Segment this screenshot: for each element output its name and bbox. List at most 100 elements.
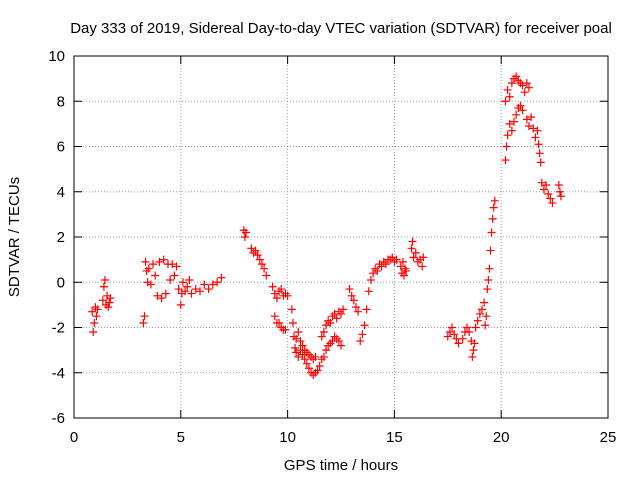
data-point: [512, 110, 521, 119]
data-point: [362, 305, 371, 314]
data-point: [465, 328, 474, 337]
y-tick-label: 10: [48, 48, 65, 65]
data-point: [458, 334, 467, 343]
data-point: [337, 341, 345, 350]
data-point: [176, 300, 185, 309]
data-point: [448, 323, 457, 332]
data-point: [294, 352, 303, 361]
data-point: [537, 178, 546, 187]
data-point: [349, 296, 358, 305]
data-point: [255, 255, 264, 264]
data-point: [283, 291, 292, 300]
data-point: [313, 366, 322, 375]
x-tick-label: 15: [386, 429, 403, 446]
data-point: [89, 328, 98, 337]
data-point: [213, 278, 222, 287]
data-point: [322, 346, 331, 355]
data-point: [302, 359, 311, 368]
data-point: [392, 255, 401, 264]
data-point: [257, 260, 266, 269]
data-point: [168, 260, 177, 269]
data-point: [288, 318, 297, 327]
data-point: [481, 321, 490, 330]
data-point: [518, 81, 527, 90]
data-point: [554, 180, 563, 189]
data-point: [92, 312, 101, 321]
data-point: [98, 296, 107, 305]
x-tick-label: 20: [493, 429, 510, 446]
data-point: [388, 253, 397, 262]
data-point: [546, 194, 555, 203]
data-point: [354, 307, 363, 316]
data-point: [317, 332, 326, 341]
data-point: [345, 285, 354, 294]
data-point: [360, 321, 369, 330]
data-point: [161, 289, 170, 298]
data-point: [555, 187, 564, 196]
data-point: [522, 115, 531, 124]
axis-ticks: 0 5 10 15 20 25 -6 -4 -2 0 2 4 6 8 10: [48, 48, 616, 446]
data-point: [373, 266, 382, 275]
data-point: [407, 244, 416, 253]
data-point: [489, 203, 498, 212]
data-point: [484, 275, 493, 284]
data-point: [155, 257, 164, 266]
data-point: [505, 119, 514, 128]
data-point: [277, 285, 286, 294]
data-point: [557, 192, 566, 201]
data-point: [151, 271, 160, 280]
data-point: [408, 237, 417, 246]
data-point: [157, 294, 166, 303]
x-tick-label: 10: [279, 429, 296, 446]
data-point: [482, 312, 491, 321]
data-point: [270, 289, 279, 298]
data-point: [100, 275, 109, 284]
data-point: [332, 314, 341, 323]
data-point: [473, 316, 482, 325]
data-point: [527, 113, 536, 122]
x-tick-label: 0: [70, 429, 78, 446]
data-point: [270, 312, 279, 321]
data-point: [251, 246, 260, 255]
data-point: [471, 323, 480, 332]
data-point: [418, 262, 427, 271]
data-point: [287, 305, 296, 314]
data-point: [139, 318, 148, 327]
data-point: [141, 257, 150, 266]
data-point: [533, 126, 542, 135]
data-point: [483, 285, 492, 294]
data-point: [443, 332, 452, 341]
data-point: [347, 291, 356, 300]
data-point: [153, 291, 162, 300]
data-point: [477, 305, 486, 314]
data-point: [364, 287, 373, 296]
data-point: [178, 278, 187, 287]
data-point: [319, 352, 328, 361]
data-point: [501, 156, 510, 165]
data-point: [191, 285, 200, 294]
data-point: [294, 328, 303, 337]
data-point: [524, 83, 533, 92]
data-point: [463, 323, 472, 332]
y-tick-label: -2: [52, 320, 65, 337]
data-point: [409, 253, 418, 262]
data-point: [507, 126, 516, 135]
data-point: [217, 273, 226, 282]
data-point: [174, 285, 183, 294]
data-point: [144, 264, 153, 273]
data-point: [99, 282, 108, 291]
data-point: [159, 255, 168, 264]
data-point: [172, 262, 181, 271]
y-tick-label: 0: [57, 274, 65, 291]
y-tick-label: 6: [57, 139, 65, 156]
data-point: [381, 260, 390, 269]
data-point: [488, 214, 497, 223]
y-axis-label: SDTVAR / TECUs: [6, 177, 23, 297]
grid: [74, 56, 608, 418]
data-point: [548, 199, 557, 208]
data-point: [398, 257, 407, 266]
data-point: [510, 117, 519, 126]
data-point: [520, 88, 529, 97]
